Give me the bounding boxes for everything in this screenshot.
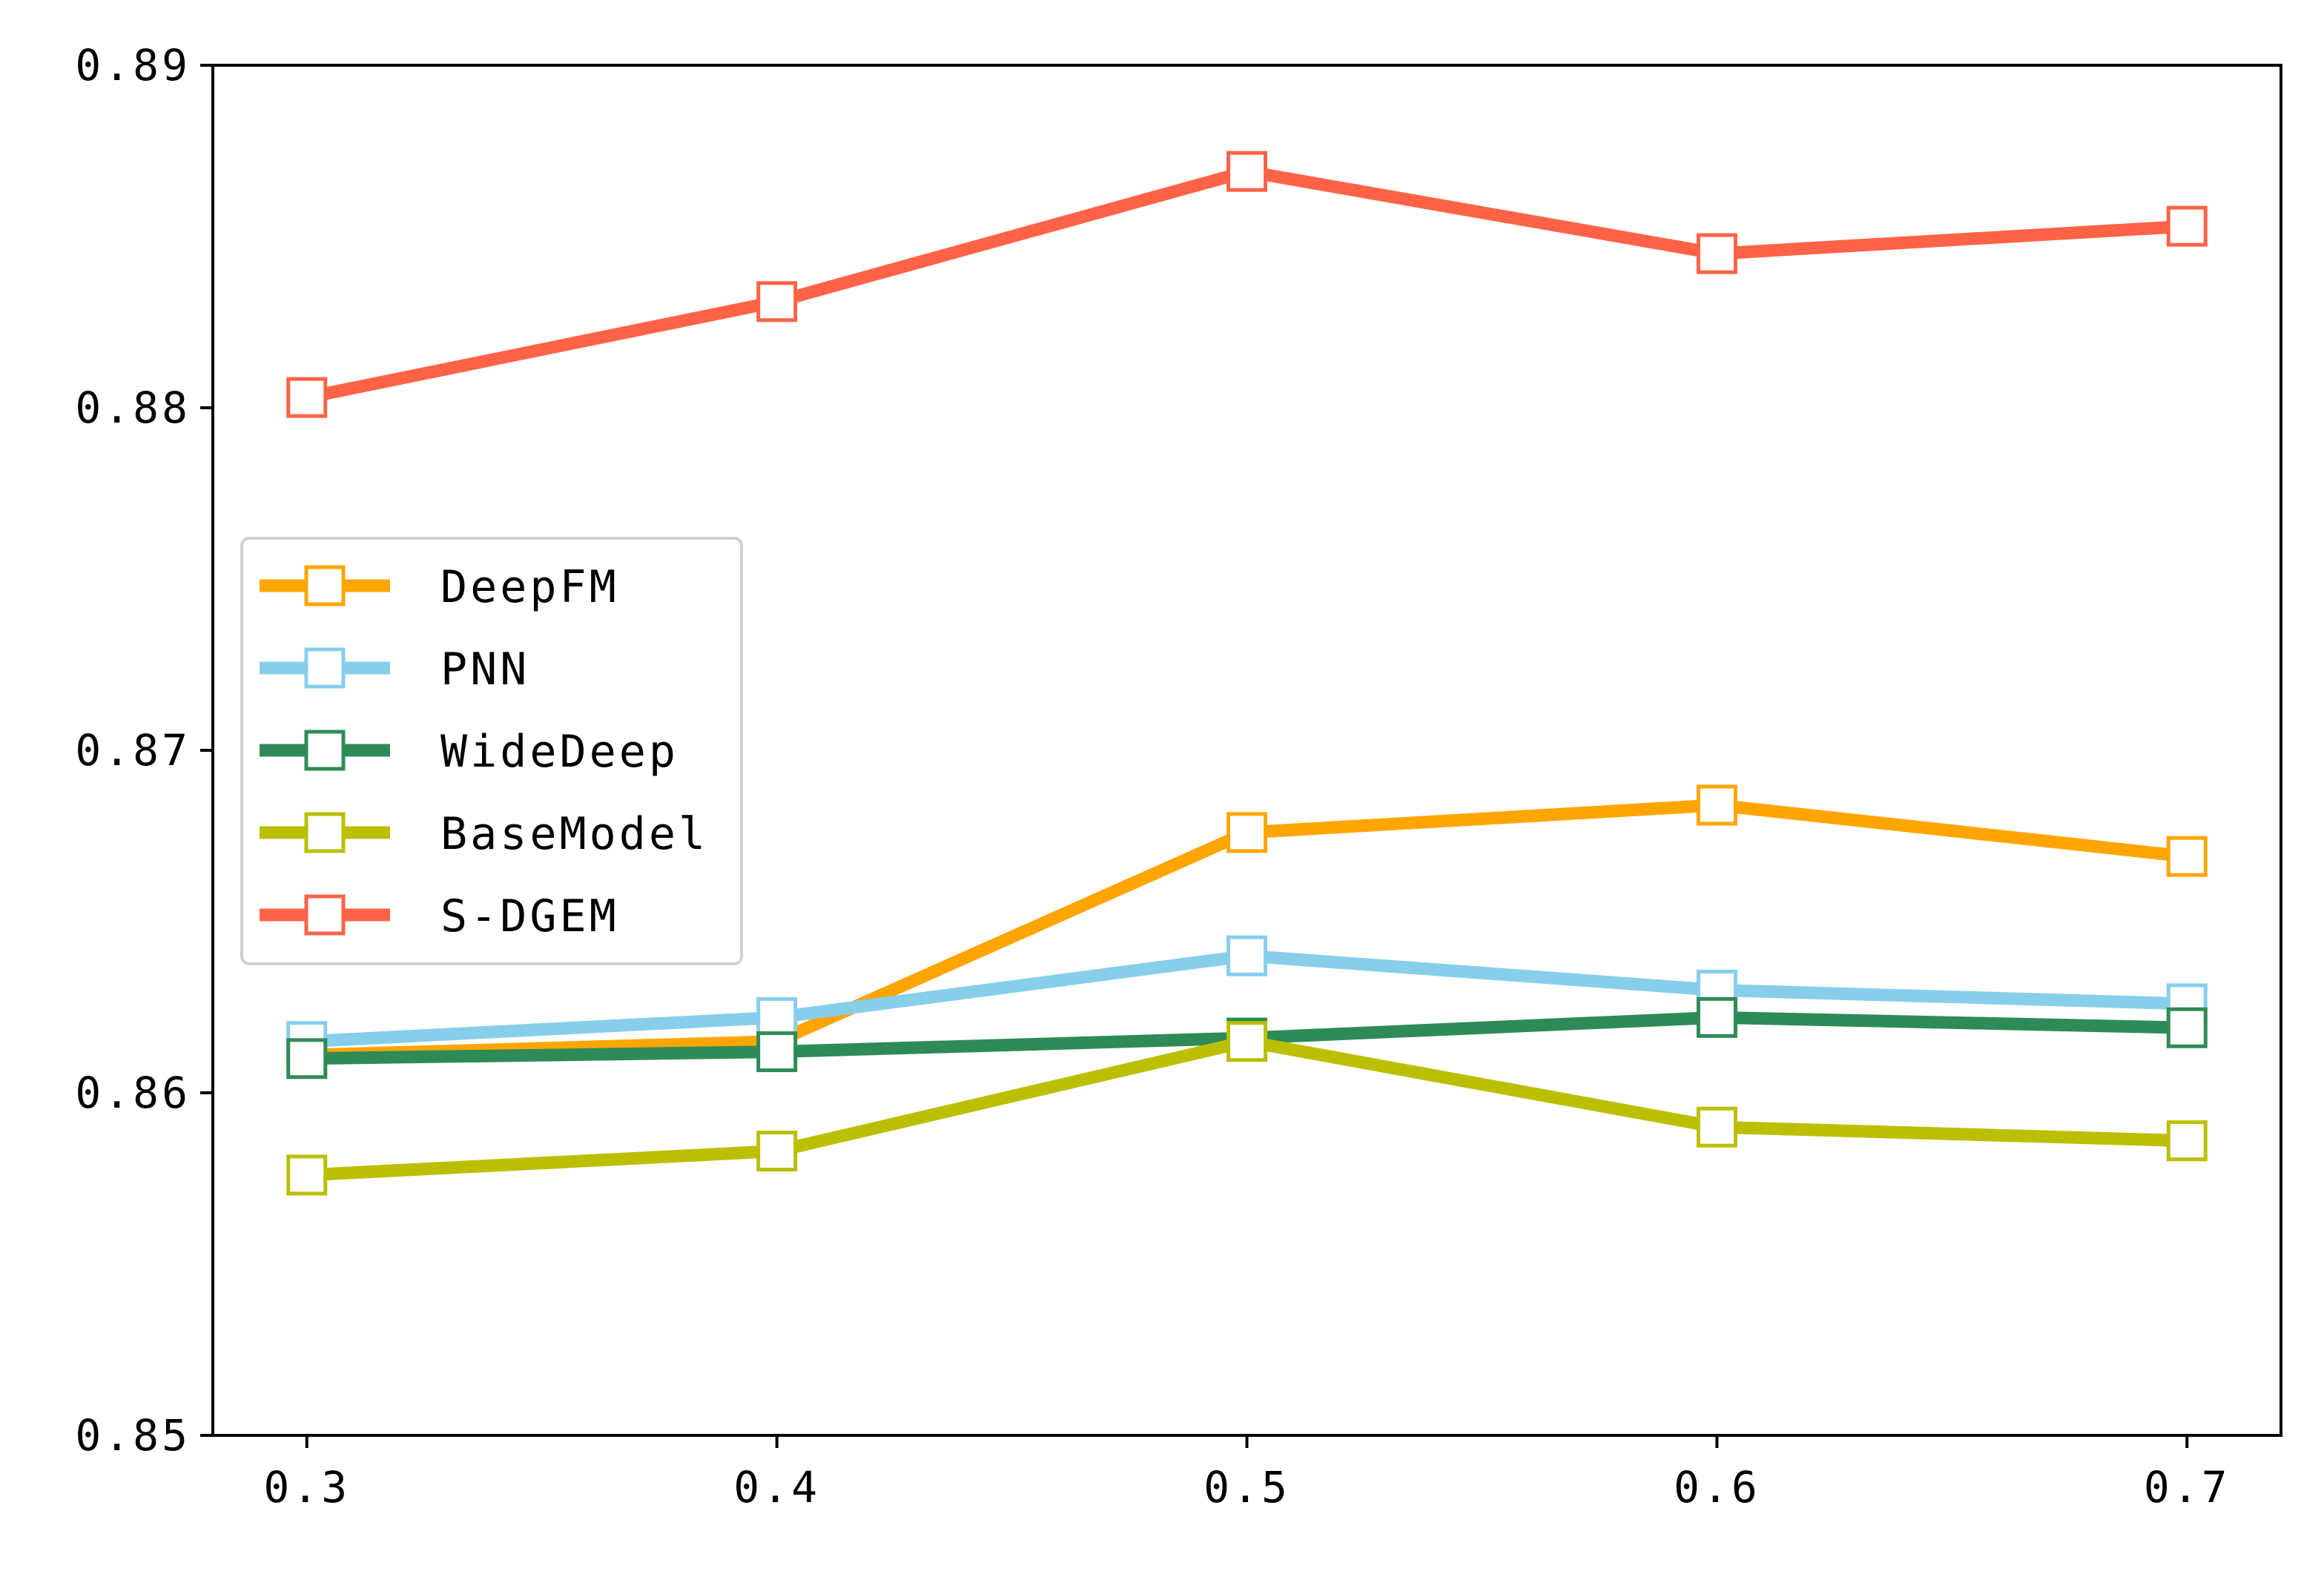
legend-label: WideDeep bbox=[440, 726, 679, 778]
legend-entry: DeepFM bbox=[260, 561, 619, 613]
legend-marker bbox=[304, 647, 346, 689]
series-layer bbox=[286, 151, 2208, 1196]
plot-frame bbox=[211, 64, 2282, 1437]
x-tick-label: 0.3 bbox=[263, 1462, 350, 1512]
y-tick-label: 0.89 bbox=[75, 40, 191, 90]
y-tick-label: 0.87 bbox=[75, 725, 191, 776]
legend-marker bbox=[304, 565, 346, 606]
x-axis: 0.3 0.4 0.5 0.6 0.7 bbox=[263, 1435, 2231, 1512]
data-point-marker bbox=[2166, 1120, 2208, 1162]
data-point-marker bbox=[2166, 1007, 2208, 1048]
data-point-marker bbox=[1696, 233, 1737, 274]
x-tick-label: 0.7 bbox=[2144, 1462, 2231, 1512]
x-tick-label: 0.6 bbox=[1674, 1462, 1760, 1512]
data-point-marker bbox=[2166, 836, 2208, 877]
data-point-marker bbox=[286, 377, 328, 418]
legend-marker bbox=[304, 730, 346, 771]
data-point-marker bbox=[1227, 812, 1267, 853]
series-s-dgem bbox=[286, 151, 2208, 418]
legend-marker bbox=[304, 894, 346, 936]
legend-label: BaseModel bbox=[440, 808, 708, 860]
legend-label: PNN bbox=[440, 644, 529, 695]
legend-entry: WideDeep bbox=[260, 726, 679, 778]
legend: DeepFM PNN WideDeep BaseModel S-DGEM bbox=[240, 537, 743, 965]
series-basemodel bbox=[286, 1021, 2208, 1196]
data-point-marker bbox=[1696, 1106, 1737, 1148]
data-point-marker bbox=[1227, 935, 1267, 976]
legend-box bbox=[240, 537, 743, 965]
data-point-marker bbox=[1696, 784, 1737, 826]
data-point-marker bbox=[756, 281, 798, 323]
data-point-marker bbox=[756, 1131, 798, 1172]
data-point-marker bbox=[1696, 996, 1737, 1038]
data-point-marker bbox=[1227, 151, 1267, 192]
legend-entry: PNN bbox=[260, 644, 529, 695]
y-axis: 0.85 0.86 0.87 0.88 0.89 bbox=[75, 40, 213, 1461]
data-point-marker bbox=[286, 1154, 328, 1196]
y-tick-label: 0.88 bbox=[75, 383, 191, 433]
legend-entry: BaseModel bbox=[260, 808, 708, 860]
legend-marker bbox=[304, 812, 346, 853]
data-point-marker bbox=[756, 996, 798, 1038]
legend-label: DeepFM bbox=[440, 561, 619, 613]
data-point-marker bbox=[2166, 205, 2208, 247]
data-point-marker bbox=[1227, 1021, 1267, 1062]
legend-entry: S-DGEM bbox=[260, 890, 619, 942]
y-tick-label: 0.86 bbox=[75, 1068, 191, 1118]
x-tick-label: 0.5 bbox=[1204, 1462, 1290, 1512]
legend-label: S-DGEM bbox=[440, 890, 619, 942]
data-point-marker bbox=[286, 1038, 328, 1079]
y-tick-label: 0.85 bbox=[75, 1410, 191, 1461]
data-point-marker bbox=[756, 1031, 798, 1073]
x-tick-label: 0.4 bbox=[733, 1462, 820, 1512]
